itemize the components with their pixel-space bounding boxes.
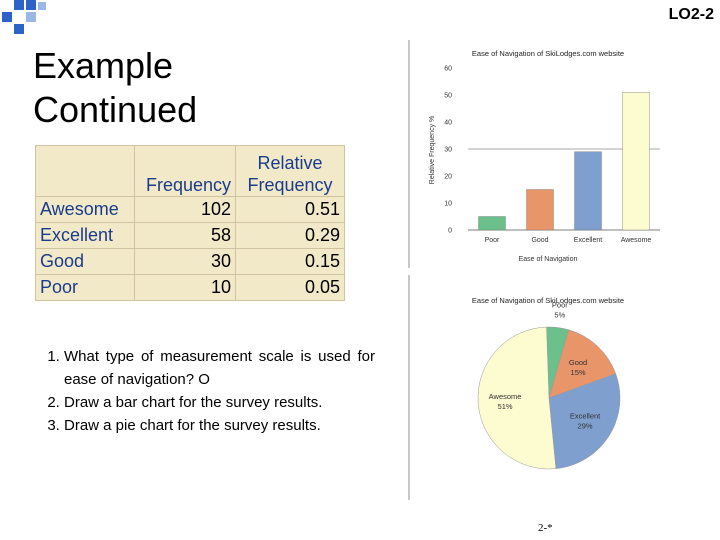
row-relative: 0.51 — [235, 196, 345, 223]
row-frequency: 58 — [134, 222, 236, 249]
header-relative-line1: Relative — [257, 153, 323, 173]
bar-category-label: Good — [531, 237, 548, 244]
table-header-relative-frequency: Relative Frequency — [235, 145, 345, 197]
bar-poor — [478, 216, 506, 231]
pie-chart-title: Ease of Navigation of SkiLodges.com webs… — [472, 296, 624, 305]
bar-y-tick-label: 50 — [444, 93, 452, 100]
row-category: Good — [35, 248, 135, 275]
pie-slice-awesome — [477, 326, 557, 470]
title-line-2: Continued — [33, 89, 198, 130]
slide-title: Example Continued — [33, 44, 197, 132]
bar-category-label: Awesome — [621, 237, 652, 244]
bar-chart-ylabel: Relative Frequency % — [429, 116, 436, 184]
bar-y-tick-label: 20 — [444, 174, 452, 181]
frequency-table: Frequency Relative Frequency Awesome 102… — [35, 145, 345, 301]
table-row: Awesome 102 0.51 — [35, 196, 345, 223]
table-row: Excellent 58 0.29 — [35, 222, 345, 249]
pie-slice-label: Awesome — [489, 392, 522, 401]
question-item: Draw a bar chart for the survey results. — [64, 391, 375, 414]
pie-chart: Ease of Navigation of SkiLodges.com webs… — [472, 296, 624, 470]
pie-slice-label: Excellent — [570, 412, 601, 421]
bar-y-tick-label: 10 — [444, 201, 452, 208]
row-relative: 0.29 — [235, 222, 345, 249]
row-relative: 0.15 — [235, 248, 345, 275]
pie-slice-percent: 51% — [498, 402, 513, 411]
row-category: Poor — [35, 274, 135, 301]
table-row: Poor 10 0.05 — [35, 274, 345, 301]
header-relative-line2: Frequency — [247, 175, 333, 195]
pie-slice-excellent — [548, 373, 621, 469]
bar-awesome — [622, 92, 650, 231]
pie-slice-label: Poor — [552, 301, 568, 310]
question-item: What type of measurement scale is used f… — [64, 345, 375, 391]
pie-slice-percent: 29% — [578, 422, 593, 431]
bar-chart-title: Ease of Navigation of SkiLodges.com webs… — [472, 49, 624, 58]
row-frequency: 102 — [134, 196, 236, 223]
bar-y-tick-label: 60 — [444, 66, 452, 73]
bar-good — [526, 189, 554, 231]
table-header-row: Frequency Relative Frequency — [35, 145, 345, 197]
bar-y-tick-label: 40 — [444, 120, 452, 127]
title-line-1: Example — [33, 45, 174, 86]
question-list: What type of measurement scale is used f… — [40, 345, 375, 437]
pie-slice-percent: 5% — [554, 311, 565, 320]
bar-category-label: Excellent — [574, 237, 602, 244]
question-item: Draw a pie chart for the survey results. — [64, 414, 375, 437]
bar-excellent — [574, 151, 602, 231]
bar-chart-xlabel: Ease of Navigation — [519, 256, 578, 263]
page-number: 2-* — [538, 522, 553, 534]
corner-decoration — [2, 0, 46, 34]
row-category: Excellent — [35, 222, 135, 249]
table-header-category — [35, 145, 135, 197]
table-header-frequency: Frequency — [134, 145, 236, 197]
bar-category-label: Poor — [485, 237, 500, 244]
learning-objective-label: LO2-2 — [668, 6, 714, 23]
row-category: Awesome — [35, 196, 135, 223]
row-frequency: 30 — [134, 248, 236, 275]
pie-slice-label: Good — [569, 358, 587, 367]
bar-y-tick-label: 30 — [444, 147, 452, 154]
row-frequency: 10 — [134, 274, 236, 301]
bar-chart: Ease of Navigation of SkiLodges.com webs… — [429, 49, 660, 263]
bar-chart-panel: Ease of Navigation of SkiLodges.com webs… — [410, 40, 666, 268]
pie-slice-good — [548, 329, 617, 399]
pie-slice-percent: 15% — [571, 368, 586, 377]
row-relative: 0.05 — [235, 274, 345, 301]
table-row: Good 30 0.15 — [35, 248, 345, 275]
bar-y-tick-label: 0 — [448, 228, 452, 235]
pie-chart-panel: Ease of Navigation of SkiLodges.com webs… — [410, 275, 666, 500]
